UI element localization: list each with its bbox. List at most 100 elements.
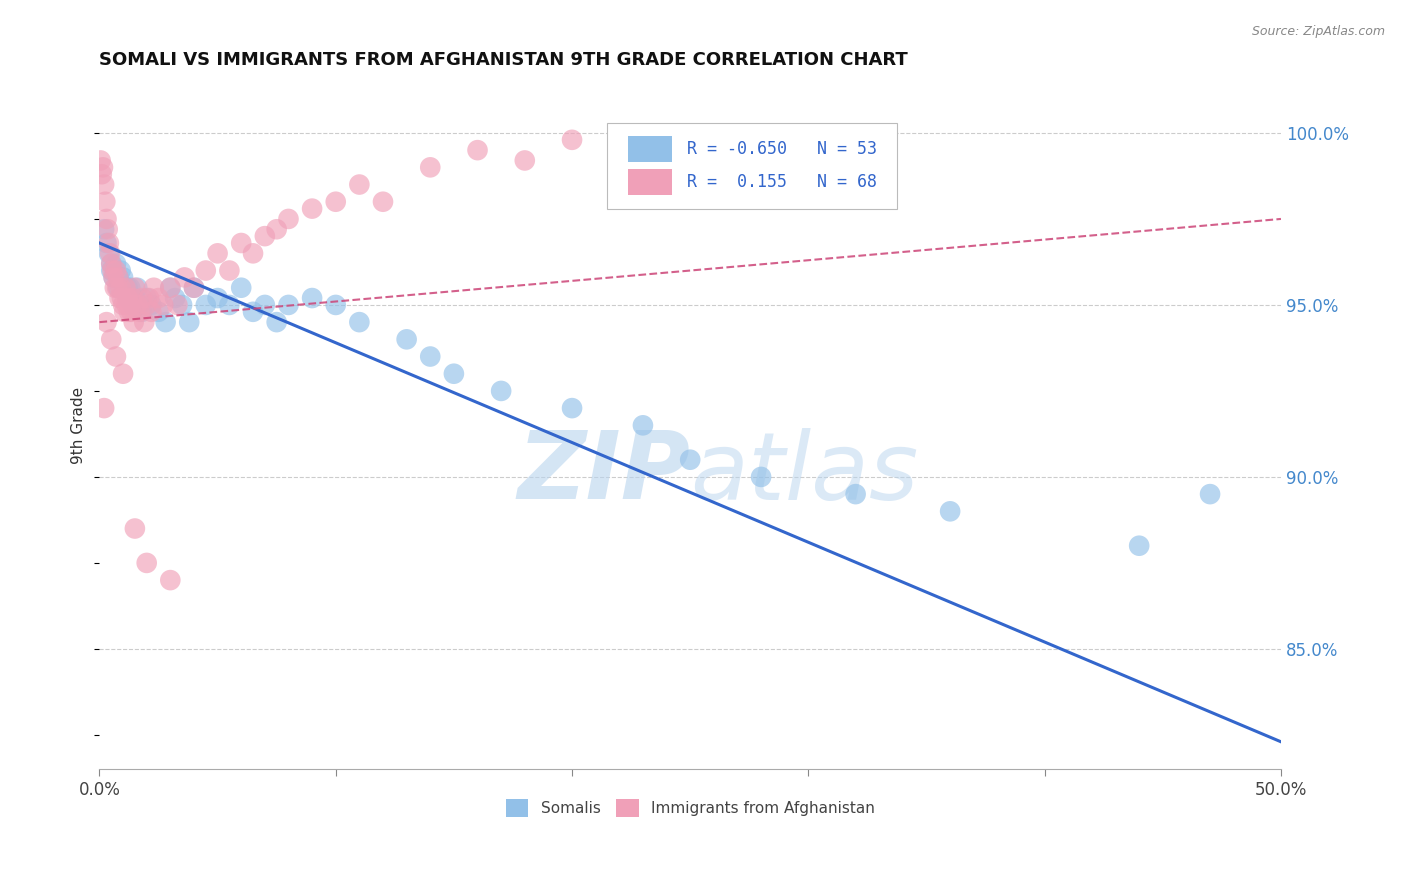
Point bbox=[108, 291, 131, 305]
Point bbox=[112, 367, 135, 381]
Point bbox=[107, 281, 129, 295]
Point bbox=[104, 257, 127, 271]
Text: R = -0.650   N = 53: R = -0.650 N = 53 bbox=[686, 140, 877, 158]
Point bbox=[110, 263, 132, 277]
Point bbox=[277, 298, 299, 312]
Point bbox=[96, 235, 118, 250]
Point bbox=[96, 211, 118, 226]
Point bbox=[120, 281, 142, 295]
Point bbox=[98, 246, 121, 260]
Point bbox=[124, 298, 146, 312]
Point bbox=[127, 281, 149, 295]
Point bbox=[183, 281, 205, 295]
Point bbox=[253, 229, 276, 244]
Point bbox=[1128, 539, 1150, 553]
Point bbox=[631, 418, 654, 433]
Point bbox=[467, 143, 489, 157]
Point bbox=[120, 298, 142, 312]
Point bbox=[112, 305, 135, 319]
Point bbox=[371, 194, 394, 209]
Point bbox=[112, 298, 135, 312]
Point bbox=[148, 305, 170, 319]
Point bbox=[134, 315, 156, 329]
Point bbox=[513, 153, 536, 168]
Point bbox=[104, 350, 127, 364]
Point bbox=[128, 305, 150, 319]
Point bbox=[845, 487, 868, 501]
Point bbox=[128, 298, 150, 312]
Point bbox=[93, 178, 115, 192]
Point bbox=[118, 305, 141, 319]
Point bbox=[242, 305, 264, 319]
Point bbox=[100, 263, 122, 277]
Point bbox=[207, 246, 229, 260]
Point bbox=[266, 222, 288, 236]
Point bbox=[242, 246, 264, 260]
Point bbox=[141, 305, 163, 319]
Point bbox=[165, 291, 187, 305]
Point bbox=[91, 161, 114, 175]
Point bbox=[159, 573, 181, 587]
Point bbox=[127, 298, 149, 312]
Point bbox=[103, 270, 125, 285]
Point bbox=[183, 281, 205, 295]
Point bbox=[100, 332, 122, 346]
Point bbox=[419, 161, 441, 175]
Point bbox=[266, 315, 288, 329]
Point bbox=[101, 263, 124, 277]
Point bbox=[135, 298, 157, 312]
Point bbox=[120, 305, 142, 319]
Point bbox=[561, 401, 583, 416]
Point bbox=[277, 211, 299, 226]
Point bbox=[103, 270, 125, 285]
Point bbox=[148, 291, 170, 305]
FancyBboxPatch shape bbox=[607, 122, 897, 209]
Point bbox=[124, 291, 146, 305]
Point bbox=[152, 298, 174, 312]
Point bbox=[349, 178, 371, 192]
Point bbox=[93, 222, 115, 236]
Point bbox=[561, 133, 583, 147]
Text: SOMALI VS IMMIGRANTS FROM AFGHANISTAN 9TH GRADE CORRELATION CHART: SOMALI VS IMMIGRANTS FROM AFGHANISTAN 9T… bbox=[100, 51, 908, 69]
Point bbox=[173, 270, 195, 285]
Point bbox=[679, 452, 702, 467]
Point bbox=[1199, 487, 1222, 501]
Point bbox=[301, 202, 323, 216]
Point bbox=[90, 167, 112, 181]
FancyBboxPatch shape bbox=[627, 169, 672, 194]
Text: atlas: atlas bbox=[690, 428, 918, 519]
Point bbox=[142, 281, 165, 295]
Legend: Somalis, Immigrants from Afghanistan: Somalis, Immigrants from Afghanistan bbox=[499, 793, 882, 823]
Point bbox=[131, 305, 153, 319]
Point bbox=[194, 263, 217, 277]
Point bbox=[231, 235, 253, 250]
Point bbox=[110, 281, 132, 295]
Point bbox=[100, 257, 122, 271]
Point bbox=[159, 281, 181, 295]
Point bbox=[135, 291, 157, 305]
Point bbox=[93, 401, 115, 416]
Point bbox=[131, 291, 153, 305]
Point bbox=[90, 153, 112, 168]
Point bbox=[124, 522, 146, 536]
Point bbox=[939, 504, 962, 518]
Text: R =  0.155   N = 68: R = 0.155 N = 68 bbox=[686, 173, 877, 191]
Point bbox=[121, 291, 143, 305]
Point bbox=[97, 222, 120, 236]
Y-axis label: 9th Grade: 9th Grade bbox=[72, 387, 86, 464]
Point bbox=[141, 298, 163, 312]
Point bbox=[159, 281, 181, 295]
Point bbox=[253, 298, 276, 312]
Point bbox=[105, 281, 128, 295]
Point bbox=[172, 298, 194, 312]
Point bbox=[115, 298, 138, 312]
Point bbox=[325, 194, 347, 209]
Point bbox=[207, 291, 229, 305]
Point bbox=[112, 270, 135, 285]
Point bbox=[117, 281, 139, 295]
Point bbox=[104, 263, 127, 277]
Point bbox=[218, 298, 240, 312]
Point bbox=[124, 281, 146, 295]
Point bbox=[155, 315, 177, 329]
Text: ZIP: ZIP bbox=[517, 427, 690, 519]
